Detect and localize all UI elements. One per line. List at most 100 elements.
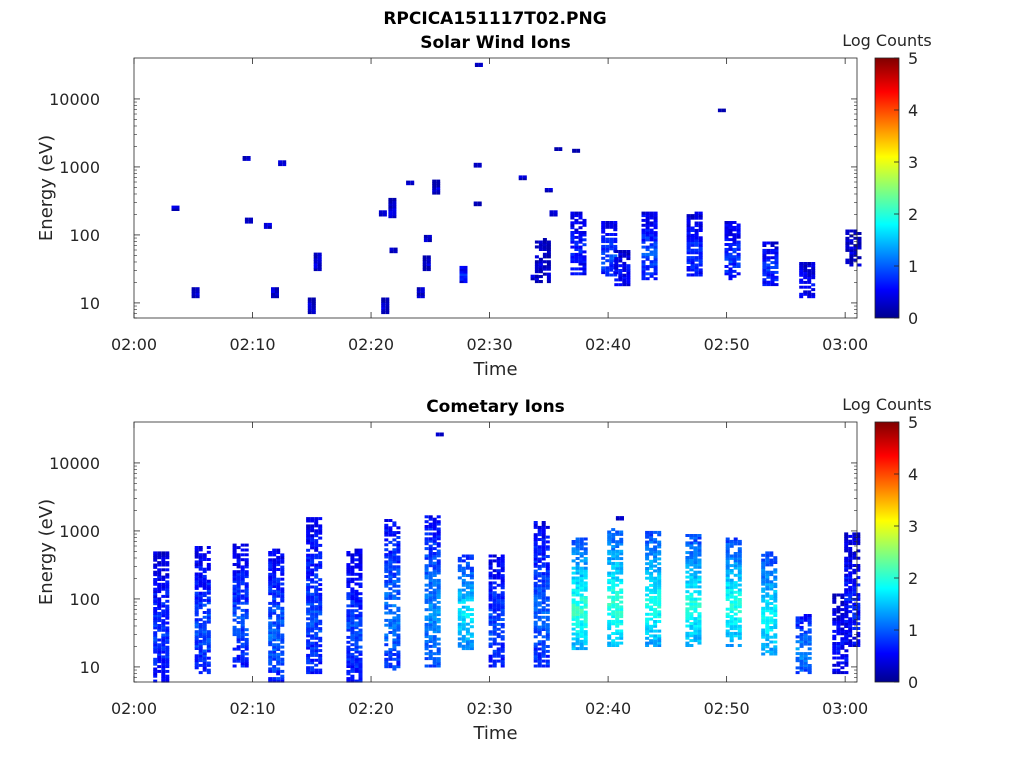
data-cell [354, 609, 359, 613]
data-cell [306, 624, 311, 628]
data-cell [432, 182, 437, 185]
data-cell [545, 540, 550, 544]
data-cell [396, 623, 401, 627]
data-cell [459, 280, 464, 284]
data-cell [165, 607, 170, 610]
data-cell [461, 559, 466, 563]
data-cell [645, 543, 650, 546]
data-cell [381, 304, 386, 308]
data-cell [206, 642, 211, 646]
data-cell [694, 228, 699, 232]
data-cell [346, 568, 351, 571]
data-cell [795, 621, 800, 625]
data-cell [613, 247, 618, 251]
data-cell [657, 533, 662, 537]
data-cell [613, 225, 618, 229]
data-cell [240, 570, 245, 574]
data-cell [571, 610, 576, 614]
data-cell [811, 292, 816, 296]
data-cell [194, 642, 199, 646]
data-cell [469, 613, 474, 616]
data-cell [619, 569, 624, 573]
data-cell [653, 583, 658, 587]
data-cell [396, 660, 401, 664]
data-cell [165, 679, 170, 683]
data-cell [533, 635, 538, 639]
data-cell [416, 292, 421, 296]
data-cell [857, 239, 862, 243]
data-cell [733, 585, 738, 589]
data-cell [496, 559, 501, 563]
data-cell [546, 255, 551, 259]
data-cell [840, 661, 845, 665]
data-cell [542, 255, 547, 259]
data-cell [232, 618, 237, 622]
data-cell [582, 218, 587, 222]
data-cell [276, 563, 281, 567]
data-cell [844, 539, 849, 543]
data-cell [436, 549, 441, 553]
data-cell [346, 592, 351, 596]
data-cell [615, 590, 620, 594]
data-cell [578, 257, 583, 261]
data-cell [240, 662, 245, 666]
data-cell [432, 527, 437, 531]
data-cell [844, 610, 849, 614]
data-cell [384, 662, 389, 666]
data-cell [280, 609, 285, 613]
data-cell [575, 571, 580, 575]
data-cell [618, 250, 623, 253]
data-cell [350, 594, 355, 598]
data-cell [694, 238, 699, 242]
data-cell [350, 592, 355, 596]
data-cell [641, 218, 646, 222]
data-cell [396, 550, 401, 554]
data-cell [236, 582, 241, 586]
data-cell [392, 212, 397, 216]
data-cell [641, 214, 646, 218]
data-cell [653, 250, 658, 254]
data-cell [500, 596, 505, 600]
data-cell [571, 588, 576, 592]
data-cell [350, 635, 355, 639]
data-cell [244, 594, 249, 598]
data-cell [358, 614, 363, 618]
data-cell [575, 540, 580, 543]
data-cell [236, 553, 241, 557]
data-cell [653, 620, 658, 623]
data-cell [276, 669, 281, 673]
data-cell [807, 276, 812, 280]
data-cell [685, 556, 690, 559]
data-cell [424, 569, 429, 573]
data-cell [161, 660, 166, 664]
data-cell [272, 628, 277, 632]
data-cell [153, 633, 158, 637]
data-cell [657, 545, 662, 549]
data-cell [392, 533, 397, 537]
data-cell [202, 591, 207, 595]
data-cell [607, 603, 612, 606]
x-tick-label: 02:50 [704, 335, 750, 354]
data-cell [384, 592, 389, 596]
data-cell [614, 261, 619, 265]
data-cell [657, 571, 662, 575]
data-cell [244, 628, 249, 632]
data-cell [571, 644, 576, 648]
data-cell [153, 570, 158, 574]
data-cell [457, 608, 462, 612]
data-cell [773, 640, 778, 644]
data-cell [410, 182, 415, 186]
data-cell [697, 551, 702, 555]
data-cell [310, 636, 315, 640]
data-cell [469, 639, 474, 643]
data-cell [541, 557, 546, 561]
data-cell [811, 288, 816, 292]
data-cell [428, 554, 433, 558]
data-cell [461, 610, 466, 614]
data-cell [268, 616, 273, 620]
data-cell [432, 657, 437, 661]
data-cell [537, 654, 542, 658]
data-cell [645, 223, 650, 227]
data-cell [469, 576, 474, 580]
